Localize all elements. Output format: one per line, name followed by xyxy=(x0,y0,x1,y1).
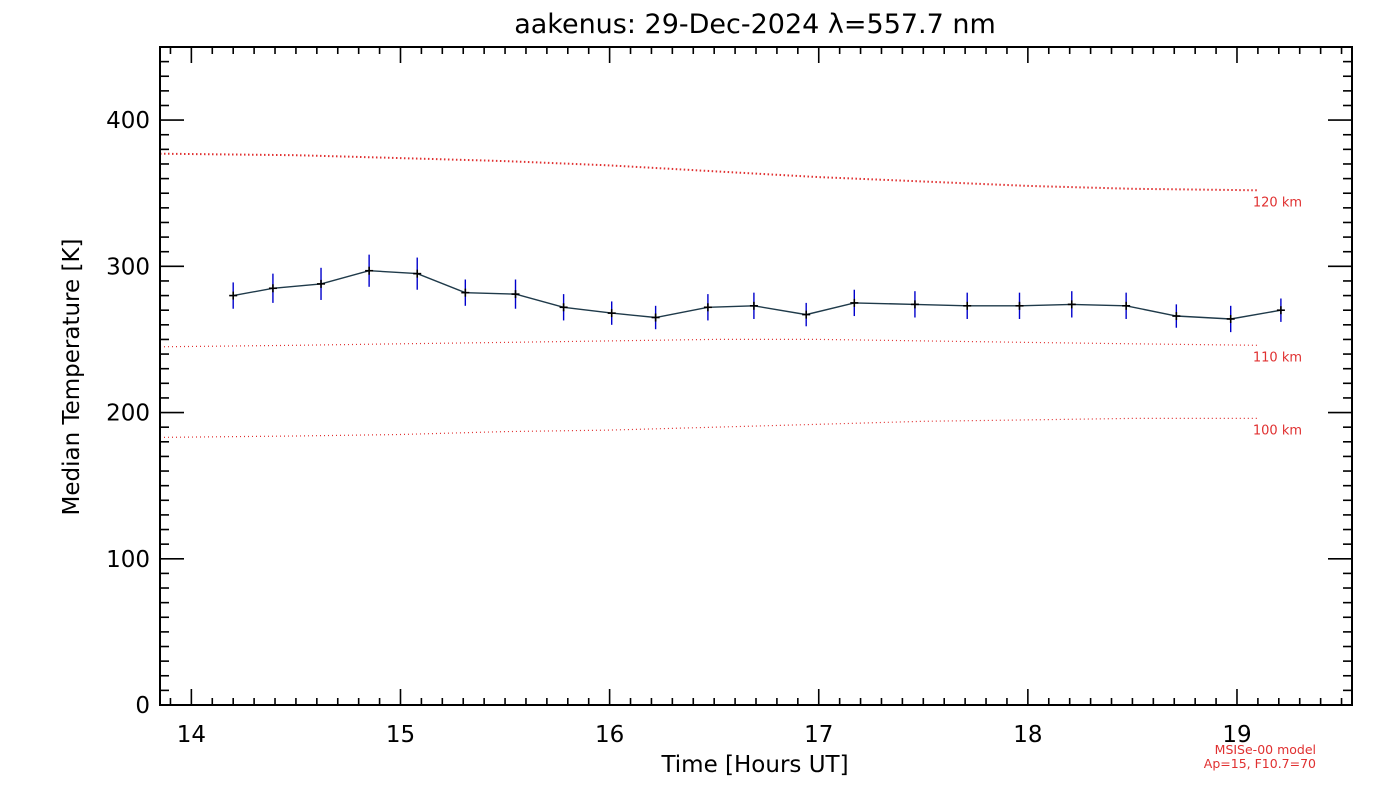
model-line xyxy=(159,338,1258,348)
data-point xyxy=(511,290,520,299)
data-point xyxy=(1276,306,1285,315)
data-point xyxy=(651,313,660,322)
plot-frame xyxy=(159,46,1353,706)
data-point xyxy=(802,310,811,319)
model-line-label: 110 km xyxy=(1253,350,1302,365)
model-note-line-1: MSISe-00 model xyxy=(1215,742,1316,757)
data-point xyxy=(963,301,972,310)
data-point xyxy=(1226,314,1235,323)
model-line-label: 120 km xyxy=(1253,195,1302,210)
x-tick-label: 15 xyxy=(386,722,415,748)
axes: 14 15 16 17 18 19 0 100 200 300 400 xyxy=(106,46,1353,748)
data-point xyxy=(317,279,326,288)
y-axis-label: Median Temperature [K] xyxy=(59,239,85,516)
model-line xyxy=(159,152,1258,192)
data-point xyxy=(1122,301,1131,310)
x-tick-label: 17 xyxy=(804,722,833,748)
y-tick-label: 0 xyxy=(135,693,150,719)
data-point xyxy=(229,291,238,300)
x-tick-label: 14 xyxy=(177,722,206,748)
y-tick-label: 300 xyxy=(106,254,150,280)
data-point xyxy=(461,288,470,297)
y-tick-label: 200 xyxy=(106,401,150,427)
data-point xyxy=(365,266,374,275)
model-line-label: 100 km xyxy=(1253,423,1302,438)
chart-title: aakenus: 29-Dec-2024 λ=557.7 nm xyxy=(514,9,996,40)
data-point xyxy=(910,300,919,309)
data-point xyxy=(413,269,422,278)
x-tick-label: 18 xyxy=(1013,722,1042,748)
data-point xyxy=(850,298,859,307)
x-tick-label: 16 xyxy=(595,722,624,748)
x-tick-label: 19 xyxy=(1222,722,1251,748)
model-note-line-2: Ap=15, F10.7=70 xyxy=(1204,756,1316,771)
data-point xyxy=(749,301,758,310)
data-point xyxy=(1015,301,1024,310)
series-line xyxy=(233,269,1282,320)
data-point xyxy=(559,303,568,312)
data-point xyxy=(1067,300,1076,309)
y-tick-label: 400 xyxy=(106,108,150,134)
y-tick-label: 100 xyxy=(106,547,150,573)
data-point xyxy=(268,284,277,293)
data-point xyxy=(703,303,712,312)
model-line xyxy=(159,417,1258,438)
series-layer xyxy=(229,254,1285,333)
data-point xyxy=(607,309,616,318)
data-point xyxy=(1172,312,1181,321)
model-lines: 120 km 110 km 100 km xyxy=(159,152,1302,438)
x-axis-label: Time [Hours UT] xyxy=(660,752,848,778)
